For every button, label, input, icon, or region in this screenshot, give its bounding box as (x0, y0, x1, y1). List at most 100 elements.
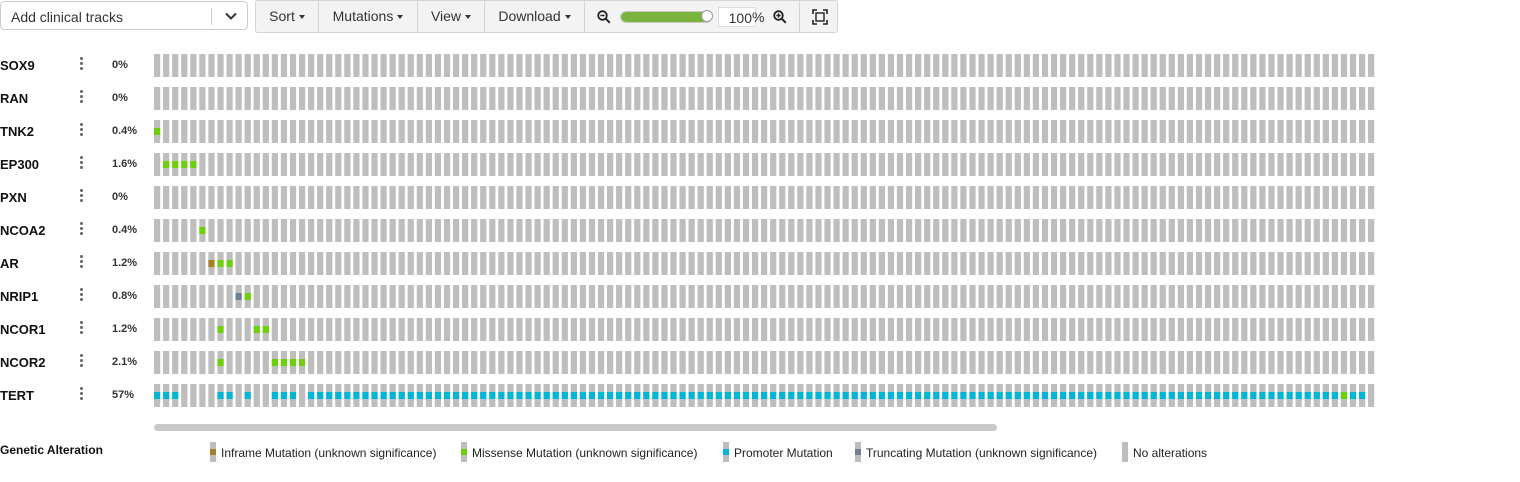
sample-cell[interactable] (244, 120, 251, 143)
sample-cell[interactable] (489, 87, 496, 110)
sample-cell[interactable] (416, 285, 423, 308)
sample-cell[interactable] (960, 252, 967, 275)
sample-cell[interactable] (1123, 120, 1130, 143)
sample-cell[interactable] (887, 87, 895, 110)
sample-cell[interactable] (1322, 252, 1329, 275)
sample-cell[interactable] (208, 318, 215, 341)
sample-cell[interactable] (244, 219, 251, 242)
promoter-mutation-mark[interactable] (851, 392, 858, 399)
sample-cell[interactable] (1304, 285, 1311, 308)
sample-cell[interactable] (733, 285, 741, 308)
promoter-mutation-mark[interactable] (1096, 392, 1103, 399)
sample-cell[interactable] (579, 252, 587, 275)
sample-cell[interactable] (733, 120, 741, 143)
sample-cell[interactable] (525, 285, 532, 308)
sample-cell[interactable] (588, 351, 596, 374)
sample-cell[interactable] (915, 252, 922, 275)
sample-cell[interactable] (1232, 153, 1239, 176)
sample-cell[interactable] (289, 87, 297, 110)
missense-mutation-mark[interactable] (1340, 392, 1348, 399)
sample-cell[interactable] (1014, 285, 1021, 308)
sample-cell[interactable] (887, 219, 895, 242)
sample-cell[interactable] (724, 87, 731, 110)
sample-cell[interactable] (434, 351, 442, 374)
sample-cell[interactable] (688, 153, 695, 176)
sample-cell[interactable] (860, 87, 867, 110)
sample-cell[interactable] (1259, 87, 1266, 110)
sample-cell[interactable] (842, 153, 849, 176)
sample-cell[interactable] (770, 54, 777, 77)
sample-cell[interactable] (806, 318, 813, 341)
sample-cell[interactable] (1268, 285, 1275, 308)
sample-cell[interactable] (715, 219, 722, 242)
sample-cell[interactable] (588, 186, 596, 209)
sample-cell[interactable] (579, 318, 587, 341)
sample-cell[interactable] (561, 87, 568, 110)
sample-cell[interactable] (1295, 120, 1302, 143)
missense-mutation-mark[interactable] (190, 161, 197, 168)
sample-cell[interactable] (244, 54, 251, 77)
sample-cell[interactable] (770, 186, 777, 209)
sample-cell[interactable] (1322, 153, 1329, 176)
sample-cell[interactable] (1195, 87, 1203, 110)
sample-cell[interactable] (317, 87, 324, 110)
sample-cell[interactable] (779, 153, 786, 176)
sample-cell[interactable] (1041, 186, 1049, 209)
sample-cell[interactable] (244, 351, 251, 374)
sample-cell[interactable] (462, 120, 469, 143)
sample-cell[interactable] (788, 87, 795, 110)
sample-cell[interactable] (298, 120, 306, 143)
sample-cell[interactable] (924, 351, 931, 374)
sample-cell[interactable] (552, 54, 559, 77)
sample-cell[interactable] (933, 54, 940, 77)
sample-cell[interactable] (1023, 120, 1030, 143)
sample-cell[interactable] (1268, 186, 1275, 209)
promoter-mutation-mark[interactable] (1159, 392, 1166, 399)
sample-cell[interactable] (806, 153, 813, 176)
sample-cell[interactable] (905, 153, 913, 176)
sample-cell[interactable] (824, 252, 831, 275)
sample-cell[interactable] (335, 120, 342, 143)
sample-cell[interactable] (1168, 285, 1175, 308)
sample-cell[interactable] (607, 318, 614, 341)
sample-cell[interactable] (1005, 285, 1012, 308)
sample-cell[interactable] (1322, 120, 1329, 143)
sample-cell[interactable] (235, 120, 242, 143)
sample-cell[interactable] (1141, 87, 1148, 110)
sample-cell[interactable] (579, 153, 587, 176)
sample-cell[interactable] (969, 351, 976, 374)
sample-cell[interactable] (552, 153, 559, 176)
sample-cell[interactable] (851, 120, 858, 143)
sample-cell[interactable] (398, 351, 405, 374)
sample-cell[interactable] (543, 351, 550, 374)
sample-cell[interactable] (561, 318, 568, 341)
sample-cell[interactable] (806, 285, 813, 308)
sample-cell[interactable] (1159, 186, 1166, 209)
sample-cell[interactable] (1286, 54, 1293, 77)
sample-cell[interactable] (652, 87, 659, 110)
sample-cell[interactable] (1304, 318, 1311, 341)
sample-cell[interactable] (462, 153, 469, 176)
sample-cell[interactable] (797, 252, 804, 275)
sample-cell[interactable] (1069, 252, 1076, 275)
promoter-mutation-mark[interactable] (815, 392, 822, 399)
sample-cell[interactable] (905, 351, 913, 374)
sample-cell[interactable] (960, 153, 967, 176)
sample-cell[interactable] (1032, 351, 1040, 374)
track-menu-icon[interactable] (80, 222, 84, 237)
sample-cell[interactable] (498, 54, 505, 77)
sample-cell[interactable] (815, 285, 822, 308)
sample-cell[interactable] (480, 285, 487, 308)
sample-cell[interactable] (661, 318, 668, 341)
sample-cell[interactable] (1277, 219, 1284, 242)
promoter-mutation-mark[interactable] (543, 392, 550, 399)
sample-cell[interactable] (860, 318, 867, 341)
sample-cell[interactable] (163, 87, 170, 110)
promoter-mutation-mark[interactable] (317, 392, 324, 399)
sample-cell[interactable] (724, 54, 731, 77)
sample-cell[interactable] (525, 252, 532, 275)
sample-cell[interactable] (742, 87, 750, 110)
sample-cell[interactable] (326, 153, 333, 176)
sample-cell[interactable] (371, 54, 378, 77)
sample-cell[interactable] (824, 87, 831, 110)
